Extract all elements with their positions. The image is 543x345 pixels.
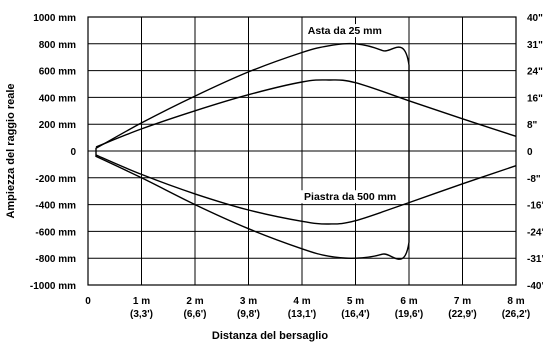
annotation-label: Asta da 25 mm xyxy=(308,25,382,37)
x-tick-label: 8 m xyxy=(507,296,524,307)
grid xyxy=(88,17,516,285)
annotation-label: Piastra da 500 mm xyxy=(304,191,396,203)
x-tick-label: 1 m xyxy=(133,296,150,307)
y-right-tick-label: -24" xyxy=(527,227,543,238)
y-left-tick-label: 800 mm xyxy=(39,40,76,51)
x-tick-sublabel: (26,2') xyxy=(502,309,531,320)
y-right-tick-label: -8" xyxy=(527,174,541,185)
y-right-tick-label: 16" xyxy=(527,93,543,104)
x-axis-title: Distanza del bersaglio xyxy=(212,330,328,342)
y-right-tick-label: 0 xyxy=(527,147,533,158)
y-left-tick-label: 1000 mm xyxy=(33,13,76,24)
x-tick-label: 5 m xyxy=(347,296,364,307)
x-tick-sublabel: (6,6') xyxy=(184,309,207,320)
y-right-tick-label: 40" xyxy=(527,13,543,24)
x-tick-label: 4 m xyxy=(293,296,310,307)
x-tick-label: 6 m xyxy=(400,296,417,307)
y-axis-title: Ampiezza del raggio reale xyxy=(5,83,17,218)
y-right-tick-label: -16" xyxy=(527,201,543,212)
y-right-tick-label: 31" xyxy=(527,40,543,51)
x-axis-ticks: 0 1 m (3,3') 2 m (6,6') 3 m (9,8') 4 m (13,1') 5 … xyxy=(85,296,530,320)
y-right-tick-label: -40" xyxy=(527,281,543,292)
y-left-tick-label: -800 mm xyxy=(35,254,76,265)
y-left-tick-label: -600 mm xyxy=(35,227,76,238)
y-left-tick-label: -400 mm xyxy=(35,201,76,212)
y-left-tick-label: 600 mm xyxy=(39,67,76,78)
x-tick-label: 0 xyxy=(85,296,91,307)
y-axis-right-ticks: 40" 31" 24" 16" 8" 0 -8" -16" -24" -31" -40" xyxy=(527,13,543,292)
x-tick-sublabel: (3,3') xyxy=(130,309,153,320)
y-left-tick-label: -1000 mm xyxy=(30,281,76,292)
y-right-tick-label: 24" xyxy=(527,67,543,78)
y-left-tick-label: -200 mm xyxy=(35,174,76,185)
x-tick-sublabel: (9,8') xyxy=(237,309,260,320)
y-left-tick-label: 400 mm xyxy=(39,93,76,104)
y-right-tick-label: -31" xyxy=(527,254,543,265)
x-tick-sublabel: (16,4') xyxy=(341,309,370,320)
y-left-tick-label: 200 mm xyxy=(39,120,76,131)
x-tick-sublabel: (13,1') xyxy=(288,309,317,320)
x-tick-label: 7 m xyxy=(454,296,471,307)
x-tick-sublabel: (22,9') xyxy=(448,309,477,320)
series-line-2 xyxy=(96,155,516,224)
y-right-tick-label: 8" xyxy=(527,120,538,131)
y-axis-left-ticks: 1000 mm 800 mm 600 mm 400 mm 200 mm 0 -200 mm -… xyxy=(30,13,77,292)
x-tick-label: 3 m xyxy=(240,296,257,307)
x-tick-label: 2 m xyxy=(186,296,203,307)
y-left-tick-label: 0 xyxy=(70,147,76,158)
x-tick-sublabel: (19,6') xyxy=(395,309,424,320)
